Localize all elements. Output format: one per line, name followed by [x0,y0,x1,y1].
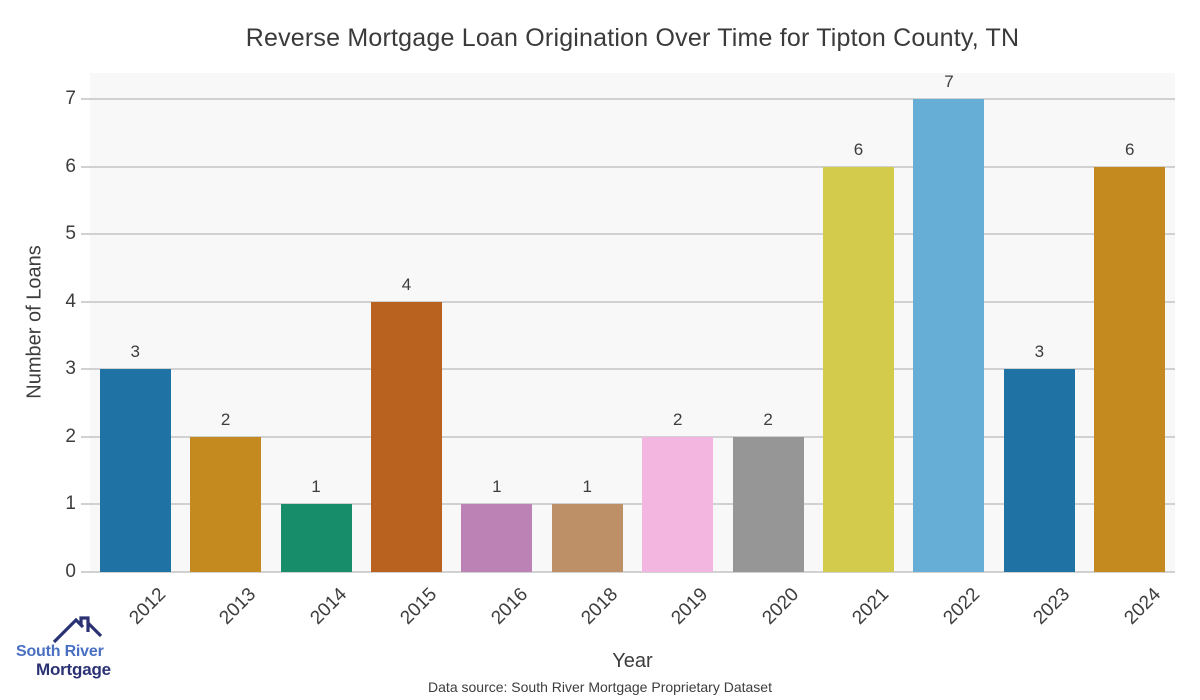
bar-2015 [370,301,442,572]
x-tick-label-wrap: 2018 [387,584,622,629]
bar-2013 [190,436,262,572]
y-tick-label: 6 [65,155,76,177]
y-tick-mark [81,233,90,236]
x-tick-label: 2023 [1029,584,1075,629]
y-tick-mark [81,435,90,438]
x-tick-label-wrap: 2019 [478,584,713,629]
y-tick-mark [81,98,90,100]
x-tick-label: 2021 [848,584,894,629]
bar-value-label: 7 [944,72,954,92]
logo-text-mortgage: Mortgage [36,660,111,679]
bar-value-label: 2 [220,409,231,429]
y-tick-label: 0 [65,561,76,582]
x-tick-label-wrap: 2020 [568,584,803,629]
gridline-y6 [90,165,1175,168]
y-tick-mark [81,368,90,371]
x-tick-label-wrap: 2024 [930,584,1165,629]
x-tick-label-wrap: 2022 [749,584,984,629]
bar-2021 [823,166,895,572]
y-tick-label: 7 [65,88,76,109]
x-tick-label: 2016 [486,584,532,629]
gridline-y4 [90,300,1175,303]
x-tick-label: 2022 [939,584,984,629]
logo: South River Mortgage [14,612,144,692]
logo-text-south-river: South River [16,643,104,660]
bar-2012 [99,369,171,572]
x-tick-label: 2024 [1119,584,1165,629]
source-note: Data source: South River Mortgage Propri… [428,679,772,695]
x-tick-label: 2015 [396,584,442,629]
bar-2020 [732,436,804,572]
y-tick-mark [81,571,90,573]
gridline-y5 [90,233,1175,236]
bar-value-label: 2 [763,409,773,429]
x-tick-label-wrap: 2021 [659,584,894,629]
bar-2023 [1003,369,1075,572]
y-tick-label: 4 [65,290,76,312]
bar-2022 [913,99,985,572]
gridline-y1 [90,503,1175,506]
x-tick-label-wrap: 2023 [839,584,1074,629]
x-axis-title: Year [612,650,653,672]
gridline-y2 [90,435,1175,438]
bar-value-label: 3 [130,342,140,362]
y-tick-label: 2 [65,425,76,447]
bar-value-label: 2 [672,409,683,429]
bar-value-label: 3 [1034,342,1045,362]
house-roof-icon [52,616,103,644]
y-tick-mark [81,300,90,303]
y-tick-mark [81,503,90,506]
bar-value-label: 1 [492,477,502,497]
x-tick-label-wrap: 2013 [26,584,261,629]
y-tick-mark [81,165,90,168]
x-tick-label-wrap: 2015 [206,584,442,629]
x-tick-label-wrap: 2016 [297,584,532,629]
y-tick-label: 5 [65,223,76,245]
gridline-y3 [90,368,1175,371]
bar-value-label: 6 [853,139,864,159]
bar-2019 [642,436,714,572]
x-tick-label-wrap: 2014 [116,584,351,629]
bar-2016 [461,504,533,572]
x-tick-label: 2020 [758,584,803,629]
y-tick-label: 3 [65,358,76,380]
gridline-y7 [90,98,1175,100]
bar-2018 [551,504,623,572]
plot-area: 3 2 1 4 1 1 2 2 6 7 3 6 [90,72,1175,573]
y-tick-label: 1 [65,493,76,515]
chart-title: Reverse Mortgage Loan Origination Over T… [245,24,1020,52]
bar-value-label: 4 [401,274,412,294]
x-tick-label: 2019 [667,584,713,629]
bar-value-label: 1 [311,477,321,497]
bar-value-label: 1 [582,477,593,497]
x-tick-label: 2014 [306,584,351,629]
bar-2024 [1094,166,1166,572]
x-tick-label: 2013 [215,584,261,629]
bar-2014 [280,504,352,572]
gridline-y0 [90,571,1175,573]
x-tick-label: 2018 [577,584,623,629]
x-tick-label-wrap: 2012 [0,584,170,629]
bar-value-label: 6 [1125,139,1135,159]
